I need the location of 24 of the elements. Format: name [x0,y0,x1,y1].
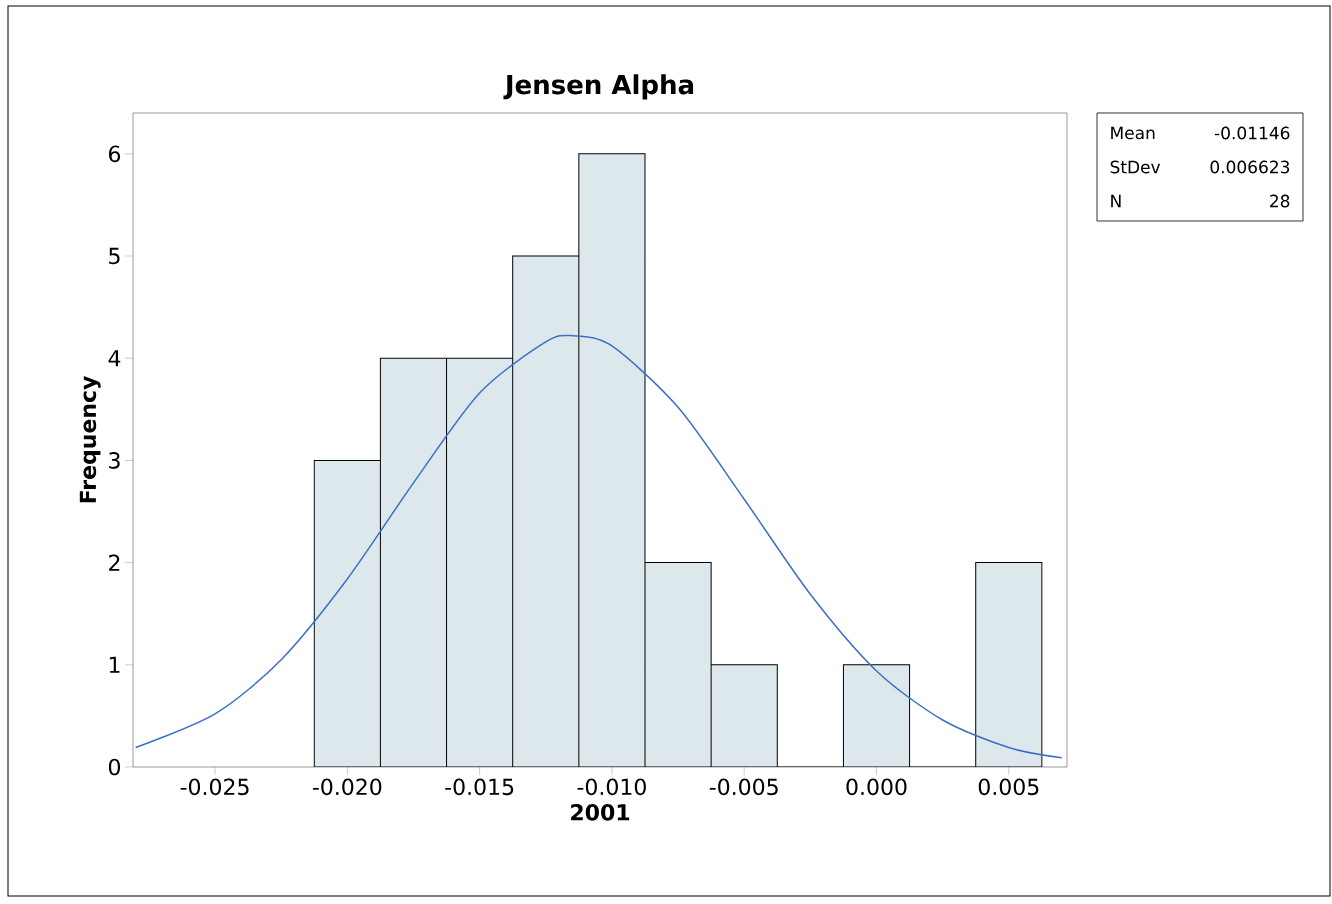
text: StDev [1110,160,1161,174]
x-tick-label: 0.000 [846,778,907,796]
x-tick-label: -0.015 [445,778,514,796]
y-tick-label: 4 [108,350,121,367]
y-tick-label: 1 [109,656,120,673]
text: -0.01146 [1214,126,1290,140]
y-tick-label: 6 [109,145,121,163]
x-tick-label: 0.005 [978,778,1039,796]
text: 28 [1270,194,1290,208]
x-tick-label: -0.010 [577,778,646,796]
chart-title: Jensen Alpha [503,74,694,100]
y-tick-label: 5 [109,247,120,265]
x-tick-label: -0.020 [312,778,382,796]
x-tick-label: -0.025 [180,778,249,796]
line-series [134,334,1063,759]
text: Mean [1111,126,1155,140]
text: N [1111,194,1121,208]
y-tick-label: 0 [108,758,121,776]
y-tick-label: 3 [109,452,120,469]
y-tick-label: 2 [109,554,120,571]
text: 0.006623 [1210,160,1290,174]
x-tick-label: -0.005 [709,778,778,796]
y-axis-title: Frequency [79,375,101,503]
x-axis-title: 2001 [571,804,630,821]
